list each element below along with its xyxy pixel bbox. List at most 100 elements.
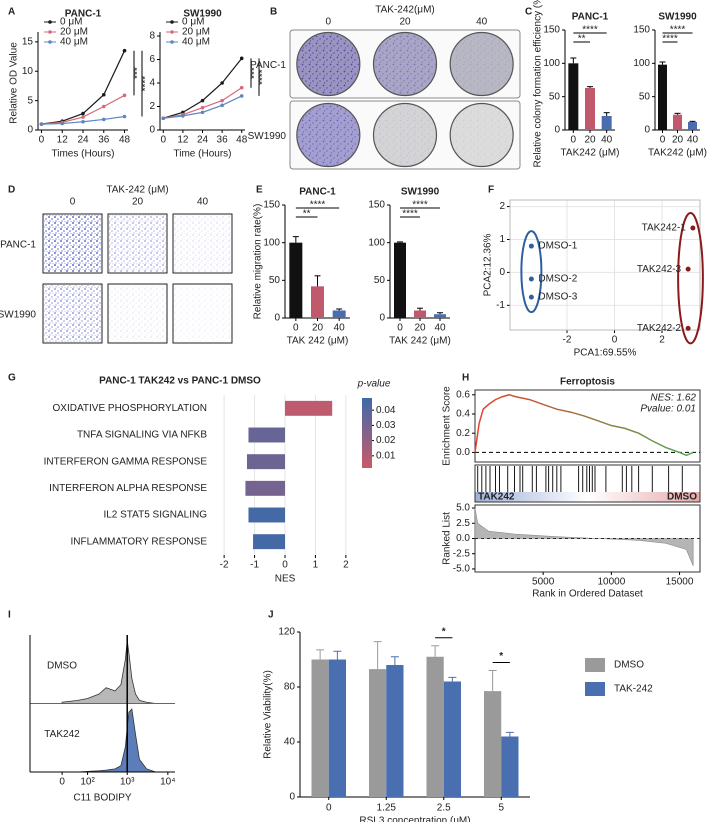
- x-tick-label: 36: [98, 135, 110, 146]
- y-tick-label: 0.0: [456, 533, 470, 544]
- y-tick-label: 2.5: [456, 518, 470, 529]
- point: [200, 105, 205, 110]
- bar: [285, 400, 333, 416]
- x-tick-label: 10⁴: [160, 777, 175, 788]
- x-tick-label: 48: [236, 135, 248, 146]
- bar: [248, 427, 285, 443]
- x-tick-label: 0: [39, 135, 45, 146]
- y-tick-label: 100: [633, 58, 650, 69]
- point: [685, 266, 691, 272]
- x-axis-label: Rank in Ordered Dataset: [532, 589, 643, 600]
- bar: [246, 454, 285, 470]
- y-axis-label: Enrichment Score: [442, 386, 453, 466]
- point-label: DMSO-3: [538, 292, 577, 303]
- chart-title: Ferroptosis: [560, 377, 615, 388]
- bar: [369, 669, 387, 797]
- group-ellipse: [520, 230, 543, 314]
- x-tick-label: 0: [660, 135, 666, 146]
- subplot-frame: [474, 389, 701, 463]
- enrichment-curve: [474, 394, 694, 457]
- x-tick-label: 0: [293, 323, 299, 334]
- category-label: OXIDATIVE PHOSPHORYLATION: [53, 403, 207, 414]
- point: [239, 85, 244, 90]
- category-label: INFLAMMATORY RESPONSE: [70, 536, 207, 547]
- legend-marker: [48, 20, 52, 24]
- point: [122, 48, 127, 53]
- x-tick-label: 12: [57, 135, 69, 146]
- column-label: 0: [326, 17, 332, 28]
- point-label: DMSO-2: [538, 274, 577, 285]
- group-label: DMSO: [667, 492, 697, 503]
- panel-letter: C: [525, 7, 532, 18]
- legend-label: 40 μM: [182, 37, 210, 48]
- column-label: 20: [132, 197, 144, 208]
- category-label: INTERFERON GAMMA RESPONSE: [44, 456, 208, 467]
- y-tick-label: 2: [499, 201, 505, 212]
- y-tick-label: 0.6: [456, 389, 470, 400]
- y-tick-label: 50: [549, 91, 561, 102]
- histogram: [61, 640, 156, 704]
- x-tick-label: 10000: [597, 577, 625, 588]
- y-tick-label: 150: [543, 25, 560, 36]
- point: [101, 92, 106, 97]
- point: [161, 116, 166, 121]
- y-tick-label: 5.0: [456, 503, 470, 514]
- sig-label: ***: [250, 67, 261, 79]
- colorbar-tick-label: 0.02: [376, 435, 396, 446]
- sig-label: ****: [310, 200, 326, 211]
- x-axis-label: TAK 242 (μM): [287, 336, 349, 347]
- panel-letter: A: [8, 7, 15, 18]
- y-tick-label: 1: [499, 234, 505, 245]
- y-tick-label: 120: [278, 627, 295, 638]
- legend-label: TAK-242: [614, 684, 653, 695]
- colorbar-title: p-value: [357, 379, 391, 390]
- y-tick-label: 0: [27, 125, 33, 136]
- panel-letter: D: [8, 185, 15, 196]
- x-tick-label: 0: [282, 560, 288, 571]
- y-tick-label: 0.0: [456, 447, 470, 458]
- bar: [568, 63, 579, 131]
- colony-speckle: [297, 104, 359, 166]
- colorbar-tick-label: 0.01: [376, 450, 396, 461]
- y-axis-label: Ranked List: [442, 512, 453, 565]
- column-label: 0: [70, 197, 76, 208]
- bar: [289, 242, 303, 318]
- x-tick-label: 10²: [80, 777, 95, 788]
- sig-label: ****: [141, 76, 152, 92]
- bar: [426, 656, 444, 797]
- y-tick-label: 100: [263, 237, 280, 248]
- colony-speckle: [374, 33, 436, 95]
- panel-letter: F: [488, 185, 494, 196]
- x-tick-label: 0: [59, 777, 65, 788]
- sig-label: ****: [258, 69, 269, 85]
- x-tick-label: 5: [498, 803, 504, 814]
- y-tick-label: -2.5: [453, 548, 471, 559]
- stat-label: Pvalue: 0.01: [640, 404, 696, 415]
- x-axis-label: PCA1:69.55%: [574, 348, 637, 359]
- histogram: [62, 708, 156, 773]
- legend-label: DMSO: [614, 660, 644, 671]
- sig-label: ***: [133, 67, 144, 79]
- legend-swatch: [585, 658, 605, 672]
- chart-title: PANC-1: [299, 187, 336, 198]
- sig-label: *: [442, 626, 446, 637]
- point-label: TAK242-3: [637, 264, 682, 275]
- bar: [434, 314, 446, 318]
- y-tick-label: 4: [149, 78, 155, 89]
- x-axis-label: TAK 242 (μM): [389, 336, 451, 347]
- x-tick-label: 0: [612, 335, 618, 346]
- y-tick-label: 0: [554, 125, 560, 136]
- y-tick-label: 2: [149, 101, 155, 112]
- bar: [253, 534, 285, 550]
- group-ellipse: [677, 211, 704, 345]
- x-axis-label: Times (Hours): [52, 149, 115, 160]
- point: [81, 115, 85, 119]
- migration-cells: [109, 285, 166, 342]
- row-label: SW1990: [0, 310, 36, 321]
- x-tick-label: 20: [312, 323, 324, 334]
- sig-label: ****: [412, 200, 428, 211]
- x-tick-label: 2: [659, 335, 665, 346]
- sig-label: ****: [662, 34, 678, 45]
- category-label: TNFA SIGNALING VIA NFKB: [77, 430, 207, 441]
- point: [200, 98, 205, 103]
